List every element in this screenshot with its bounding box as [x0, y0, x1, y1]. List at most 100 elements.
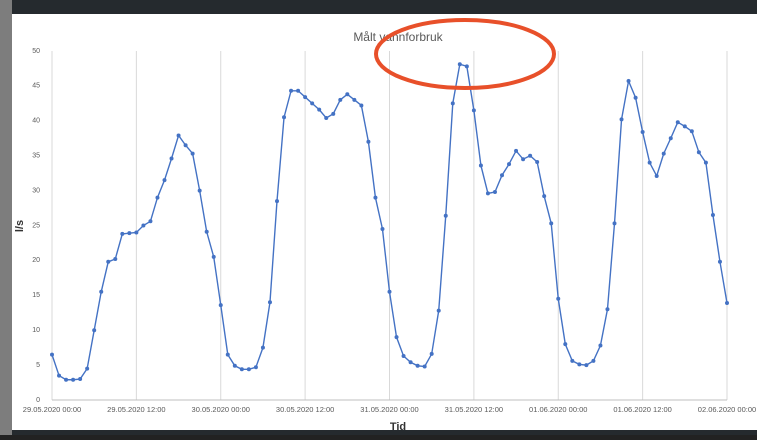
- point: [261, 346, 265, 350]
- point: [634, 96, 638, 100]
- point: [198, 189, 202, 193]
- point: [106, 260, 110, 264]
- x-tick-label: 29.05.2020 12:00: [107, 405, 165, 414]
- x-axis-label: Tid: [390, 421, 406, 433]
- point: [556, 297, 560, 301]
- y-tick-label: 50: [32, 48, 40, 55]
- point: [92, 328, 96, 332]
- point: [451, 101, 455, 105]
- point: [409, 360, 413, 364]
- point: [338, 98, 342, 102]
- chart-panel: [12, 14, 757, 430]
- point: [331, 112, 335, 116]
- point: [641, 130, 645, 134]
- point: [71, 378, 75, 382]
- point: [486, 191, 490, 195]
- point: [226, 353, 230, 357]
- point: [191, 152, 195, 156]
- point: [613, 221, 617, 225]
- point: [373, 196, 377, 200]
- point: [303, 95, 307, 99]
- point: [359, 103, 363, 107]
- point: [388, 290, 392, 294]
- point: [50, 353, 54, 357]
- point: [507, 162, 511, 166]
- point: [725, 301, 729, 305]
- y-tick-label: 0: [36, 397, 40, 404]
- point: [465, 64, 469, 68]
- point: [352, 98, 356, 102]
- point: [444, 214, 448, 218]
- point: [655, 174, 659, 178]
- x-tick-label: 02.06.2020 00:00: [698, 405, 756, 414]
- point: [134, 230, 138, 234]
- point: [268, 300, 272, 304]
- point: [514, 149, 518, 153]
- point: [148, 219, 152, 223]
- chart: Målt vannforbruk l/s Tid 051015202530354…: [0, 0, 757, 435]
- x-tick-label: 29.05.2020 00:00: [23, 405, 81, 414]
- point: [584, 363, 588, 367]
- point: [345, 92, 349, 96]
- point: [254, 365, 258, 369]
- y-tick-label: 10: [32, 327, 40, 334]
- point: [282, 115, 286, 119]
- point: [697, 150, 701, 154]
- point: [155, 196, 159, 200]
- point: [310, 101, 314, 105]
- point: [500, 173, 504, 177]
- point: [113, 257, 117, 261]
- y-tick-label: 35: [32, 153, 40, 160]
- point: [395, 335, 399, 339]
- point: [437, 309, 441, 313]
- point: [528, 154, 532, 158]
- point: [627, 79, 631, 83]
- point: [240, 367, 244, 371]
- point: [472, 108, 476, 112]
- point: [177, 133, 181, 137]
- point: [493, 190, 497, 194]
- point: [296, 89, 300, 93]
- point: [247, 367, 251, 371]
- point: [423, 364, 427, 368]
- point: [64, 378, 68, 382]
- point: [690, 129, 694, 133]
- point: [170, 156, 174, 160]
- x-tick-label: 31.05.2020 12:00: [445, 405, 503, 414]
- point: [669, 136, 673, 140]
- point: [591, 359, 595, 363]
- x-tick-label: 30.05.2020 12:00: [276, 405, 334, 414]
- point: [577, 362, 581, 366]
- point: [605, 307, 609, 311]
- x-tick-label: 30.05.2020 00:00: [192, 405, 250, 414]
- point: [85, 367, 89, 371]
- point: [78, 377, 82, 381]
- point: [598, 344, 602, 348]
- point: [141, 224, 145, 228]
- y-tick-label: 5: [36, 362, 40, 369]
- side-strip: [0, 0, 12, 435]
- point: [380, 227, 384, 231]
- point: [458, 62, 462, 66]
- point: [212, 255, 216, 259]
- y-tick-label: 40: [32, 118, 40, 125]
- point: [570, 359, 574, 363]
- point: [324, 116, 328, 120]
- point: [648, 161, 652, 165]
- y-tick-label: 15: [32, 292, 40, 299]
- x-tick-label: 01.06.2020 12:00: [613, 405, 671, 414]
- point: [676, 120, 680, 124]
- point: [219, 303, 223, 307]
- point: [563, 342, 567, 346]
- point: [127, 231, 131, 235]
- point: [718, 260, 722, 264]
- point: [521, 157, 525, 161]
- body: Målt vannforbruk l/s Tid 051015202530354…: [0, 0, 757, 440]
- point: [683, 124, 687, 128]
- point: [233, 364, 237, 368]
- x-tick-label: 01.06.2020 00:00: [529, 405, 587, 414]
- page: {"chart_data": {"type": "line", "title":…: [0, 0, 757, 440]
- point: [184, 143, 188, 147]
- point: [620, 117, 624, 121]
- y-tick-label: 45: [32, 83, 40, 90]
